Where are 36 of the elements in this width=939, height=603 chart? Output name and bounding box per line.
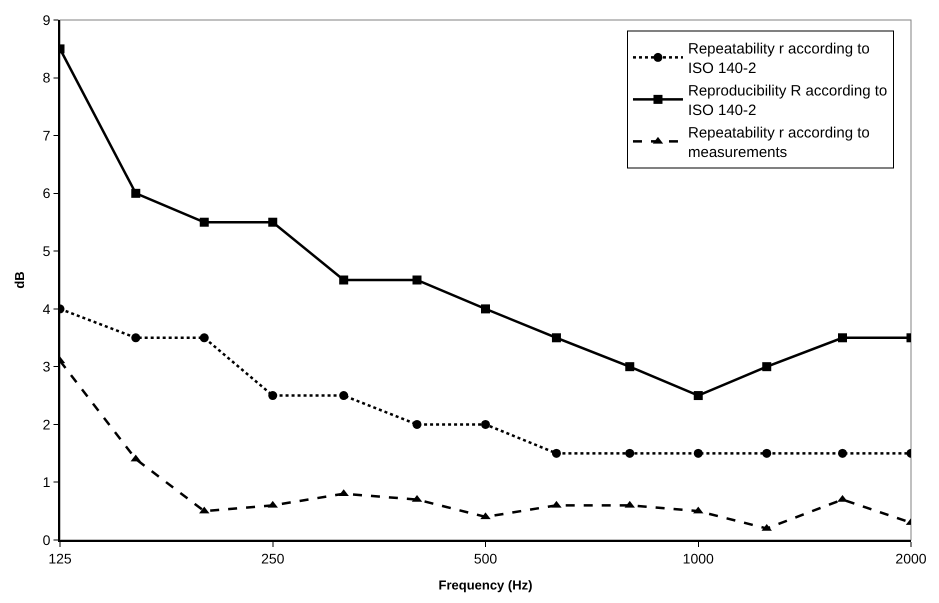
y-tick-label: 7 (42, 127, 51, 144)
point (339, 391, 348, 400)
y-axis-title: dB (12, 271, 28, 289)
legend-label: Reproducibility R according to ISO 140-2 (688, 82, 888, 119)
point (268, 500, 278, 508)
y-tick-label: 9 (42, 12, 51, 28)
point (762, 448, 772, 458)
legend-label: Repeatability r according to ISO 140-2 (688, 40, 870, 77)
point (552, 333, 561, 342)
point (481, 420, 490, 429)
y-tick-label: 8 (42, 70, 51, 86)
point (552, 448, 561, 458)
y-tick-label: 3 (42, 358, 51, 375)
x-axis-title: Frequency (Hz) (438, 578, 532, 593)
point (762, 524, 772, 531)
legend-label: Repeatability r according to measurements (688, 124, 870, 161)
y-tick-label: 6 (42, 185, 51, 202)
x-tick-label: 500 (474, 550, 498, 567)
y-tick-label: 0 (42, 532, 51, 548)
point (762, 362, 772, 372)
point (694, 391, 703, 400)
point (268, 218, 278, 227)
x-tick-label: 1000 (682, 550, 714, 567)
x-tick-label: 250 (261, 550, 285, 567)
point (694, 448, 703, 458)
point (481, 304, 490, 314)
y-tick-label: 1 (42, 474, 51, 490)
y-tick-label: 5 (42, 243, 51, 260)
x-tick-label: 2000 (895, 550, 927, 567)
point (200, 333, 209, 342)
point (200, 218, 209, 227)
y-tick-label: 2 (42, 416, 51, 432)
x-tick-label: 125 (48, 550, 72, 567)
y-tick-label: 4 (42, 300, 51, 317)
point (268, 391, 278, 400)
point (339, 276, 348, 284)
